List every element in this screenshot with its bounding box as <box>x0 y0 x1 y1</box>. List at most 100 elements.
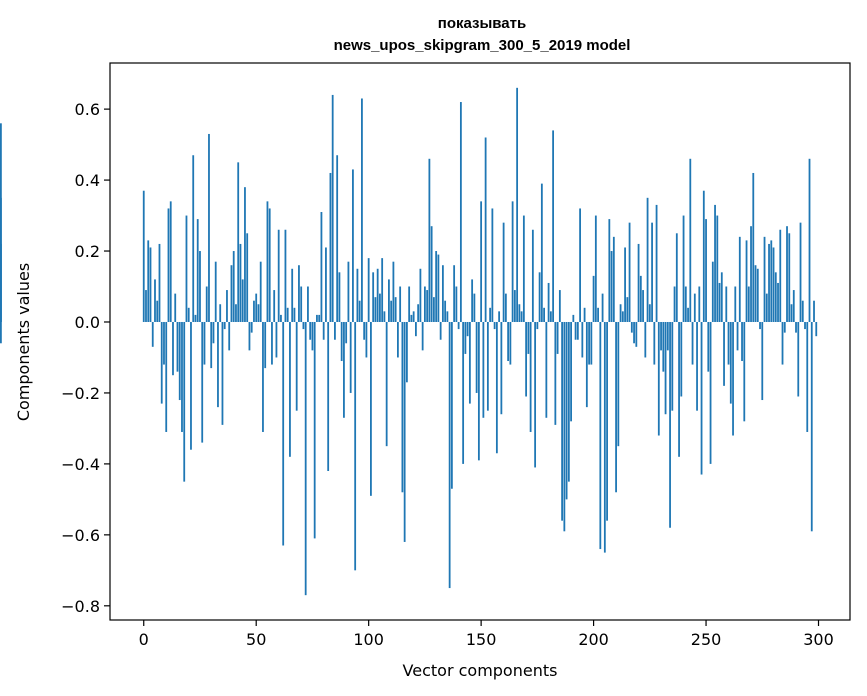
bar <box>156 300 159 322</box>
bar <box>273 290 276 322</box>
bar <box>388 279 390 322</box>
bar <box>563 321 566 532</box>
bar <box>266 201 269 322</box>
bar <box>554 321 557 425</box>
bar <box>455 286 458 322</box>
bar <box>462 321 465 464</box>
bar <box>552 130 554 322</box>
bar <box>522 215 525 322</box>
bar <box>147 240 150 322</box>
bar <box>165 321 168 432</box>
bar <box>482 321 485 418</box>
bar <box>223 321 226 330</box>
bar <box>689 158 692 322</box>
bar <box>603 321 606 553</box>
bar <box>432 297 435 322</box>
bar <box>750 226 752 322</box>
bar <box>619 304 622 322</box>
bar <box>257 304 260 322</box>
bar <box>426 290 429 322</box>
bar <box>280 314 282 322</box>
bar <box>725 286 728 322</box>
x-axis-ticks: 0 50 100 150 200 250 300 <box>139 620 834 649</box>
bar <box>446 311 449 322</box>
bar <box>538 272 541 322</box>
bar <box>500 321 503 415</box>
bar <box>698 286 701 322</box>
bar <box>302 321 305 330</box>
bar <box>655 204 658 322</box>
bar <box>327 321 330 471</box>
bar <box>531 229 534 322</box>
bar <box>448 321 451 589</box>
bar <box>194 314 197 322</box>
y-tick-label: 0.0 <box>75 313 100 332</box>
bar <box>545 321 548 418</box>
bar <box>264 321 267 369</box>
bar <box>795 321 797 333</box>
bar <box>331 94 334 322</box>
bar <box>151 321 154 347</box>
x-tick-label: 0 <box>139 630 149 649</box>
bar <box>457 321 460 330</box>
bar <box>513 290 516 322</box>
bar <box>675 233 678 322</box>
bar <box>275 321 278 358</box>
bar <box>621 311 624 322</box>
bar <box>565 321 568 500</box>
bar <box>214 261 217 322</box>
bar <box>617 321 620 447</box>
bar <box>399 286 402 322</box>
bar <box>259 261 262 322</box>
bar <box>765 293 768 322</box>
bar <box>318 314 321 322</box>
bar <box>316 314 318 322</box>
bar <box>187 307 190 322</box>
bar <box>320 212 323 322</box>
bar <box>239 243 242 322</box>
chart-title-line2: news_upos_skipgram_300_5_2019 model <box>334 37 631 54</box>
bar <box>374 297 377 322</box>
bar <box>185 215 188 322</box>
y-tick-label: −0.8 <box>61 597 100 616</box>
bar <box>540 183 543 322</box>
bar <box>792 290 795 322</box>
bar <box>255 293 258 322</box>
bar <box>549 311 552 322</box>
bar <box>705 219 707 322</box>
bar <box>747 286 750 322</box>
bar <box>646 197 649 322</box>
bar <box>790 304 793 322</box>
bar <box>678 321 680 457</box>
bar <box>421 321 424 351</box>
bar <box>210 321 213 369</box>
bar <box>169 201 172 322</box>
bar <box>354 321 357 571</box>
bar <box>268 208 271 322</box>
bar <box>441 265 444 322</box>
bar <box>183 321 186 482</box>
bar <box>235 304 237 322</box>
x-tick-label: 150 <box>466 630 497 649</box>
bar <box>639 275 642 322</box>
bar <box>284 229 287 322</box>
bar <box>536 321 539 330</box>
bar <box>653 321 656 365</box>
bar <box>556 321 559 354</box>
bar <box>687 307 689 322</box>
bar <box>774 272 777 322</box>
bar <box>401 321 404 493</box>
bar <box>495 321 498 454</box>
bar <box>397 321 399 358</box>
bar <box>464 321 467 354</box>
bar <box>466 321 469 337</box>
bar <box>370 321 372 496</box>
bar <box>606 321 608 521</box>
plot-area: 0 50 100 150 200 250 300 −0.8 −0.6 −0.4 −0.2 0.0 0.… <box>0 62 851 649</box>
bar <box>504 293 507 322</box>
bar <box>226 290 228 322</box>
bar <box>394 297 397 322</box>
bar <box>167 208 170 322</box>
bar <box>392 261 395 322</box>
